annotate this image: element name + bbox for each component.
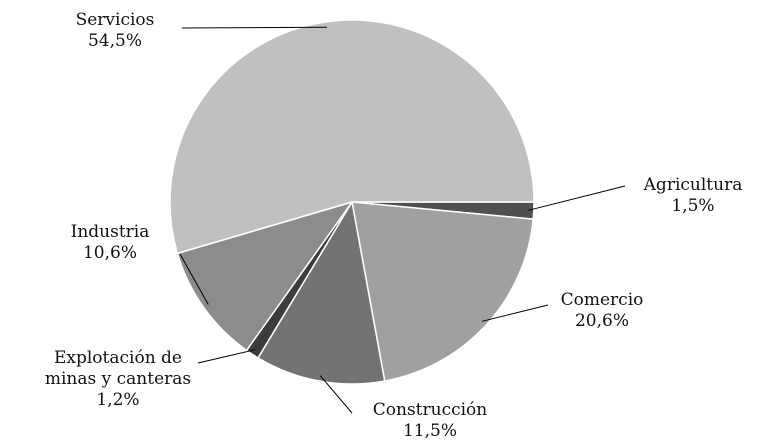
leader-line <box>481 304 549 322</box>
value-label: 11,5% <box>402 421 457 441</box>
value-label: 10,6% <box>82 243 137 263</box>
slice-label: Comercio 20,6% <box>522 290 682 332</box>
value-label: 20,6% <box>574 311 629 331</box>
pie-slice <box>169 19 535 255</box>
leader-line <box>181 26 327 29</box>
slice-label: Construcción 11,5% <box>350 400 510 442</box>
category-name: Industria <box>70 222 150 242</box>
value-label: 1,5% <box>671 196 715 216</box>
pie-slice <box>351 201 535 382</box>
slice-label: Industria 10,6% <box>30 222 190 264</box>
category-name: Construcción <box>372 400 488 420</box>
category-name: Servicios <box>75 10 155 30</box>
category-name: Comercio <box>560 290 644 310</box>
value-label: 54,5% <box>87 31 142 51</box>
category-name: Agricultura <box>643 175 743 195</box>
slice-label: Explotación de minas y canteras 1,2% <box>28 348 208 411</box>
pie-slice <box>257 199 386 385</box>
category-name: Explotación de minas y canteras <box>44 348 192 389</box>
leader-line <box>197 349 256 364</box>
value-label: 1,2% <box>96 390 140 410</box>
leader-line <box>319 375 353 414</box>
slice-label: Agricultura 1,5% <box>613 175 762 217</box>
leader-line <box>528 185 626 211</box>
leader-line <box>179 253 209 305</box>
pie-slice <box>176 200 354 352</box>
slice-label: Servicios 54,5% <box>35 10 195 52</box>
